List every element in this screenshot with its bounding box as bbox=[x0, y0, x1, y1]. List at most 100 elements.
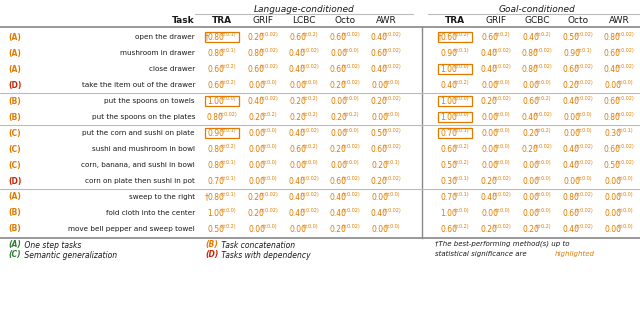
Text: (±0.02): (±0.02) bbox=[383, 208, 401, 213]
Text: 0.20: 0.20 bbox=[372, 160, 388, 169]
Text: 0.60: 0.60 bbox=[207, 80, 225, 90]
Text: (±0.2): (±0.2) bbox=[343, 112, 359, 117]
Text: 0.00: 0.00 bbox=[563, 128, 580, 137]
Text: 0.60: 0.60 bbox=[330, 176, 346, 185]
Text: LCBC: LCBC bbox=[292, 15, 316, 24]
Text: (±0.2): (±0.2) bbox=[302, 96, 318, 101]
Text: Language-conditioned: Language-conditioned bbox=[253, 5, 355, 14]
Text: (±0.02): (±0.02) bbox=[260, 208, 278, 213]
Text: take the item out of the drawer: take the item out of the drawer bbox=[81, 82, 195, 88]
Text: GRIF: GRIF bbox=[486, 15, 506, 24]
Text: 0.60: 0.60 bbox=[563, 64, 579, 73]
Text: 0.80: 0.80 bbox=[604, 112, 620, 121]
Text: 0.60: 0.60 bbox=[289, 145, 307, 154]
Text: (±0.02): (±0.02) bbox=[575, 160, 593, 165]
Text: 0.60: 0.60 bbox=[289, 33, 307, 42]
Text: (±0.1): (±0.1) bbox=[453, 48, 469, 53]
Text: (±0.02): (±0.02) bbox=[383, 96, 401, 101]
Text: 0.20: 0.20 bbox=[330, 80, 346, 90]
Text: 0.00: 0.00 bbox=[522, 80, 540, 90]
Text: 0.60: 0.60 bbox=[604, 97, 621, 106]
Text: (±0.02): (±0.02) bbox=[575, 96, 593, 101]
Text: 0.00: 0.00 bbox=[563, 176, 580, 185]
Text: close drawer: close drawer bbox=[148, 66, 195, 72]
Text: (±0.0): (±0.0) bbox=[535, 192, 551, 197]
Text: 0.00: 0.00 bbox=[330, 49, 348, 58]
Text: 0.50: 0.50 bbox=[371, 128, 387, 137]
Text: (±0.2): (±0.2) bbox=[535, 224, 551, 229]
Text: 0.60: 0.60 bbox=[604, 49, 621, 58]
Text: (±0.0): (±0.0) bbox=[618, 80, 633, 85]
Text: 0.60: 0.60 bbox=[330, 33, 346, 42]
Text: (±0.02): (±0.02) bbox=[493, 224, 511, 229]
Text: (±0.2): (±0.2) bbox=[220, 144, 236, 149]
Text: 0.40: 0.40 bbox=[248, 97, 264, 106]
Text: 0.00: 0.00 bbox=[248, 80, 266, 90]
Text: (±0.1): (±0.1) bbox=[453, 192, 469, 197]
Text: (±0.2): (±0.2) bbox=[494, 32, 510, 37]
Text: 0.00: 0.00 bbox=[522, 193, 540, 202]
Text: (±0.2): (±0.2) bbox=[302, 112, 318, 117]
Text: (±0.02): (±0.02) bbox=[260, 32, 278, 37]
Text: (±0.02): (±0.02) bbox=[342, 64, 360, 69]
Text: 0.60: 0.60 bbox=[563, 209, 579, 217]
Text: 0.40: 0.40 bbox=[481, 193, 497, 202]
Text: (±0.2): (±0.2) bbox=[453, 144, 469, 149]
Text: 0.80: 0.80 bbox=[207, 160, 225, 169]
Text: (±0.0): (±0.0) bbox=[261, 176, 277, 181]
Text: (±0.0): (±0.0) bbox=[494, 144, 510, 149]
Text: TRA: TRA bbox=[212, 15, 232, 24]
Text: (B): (B) bbox=[8, 112, 20, 121]
Text: 0.60: 0.60 bbox=[440, 145, 458, 154]
Text: (±0.02): (±0.02) bbox=[301, 64, 319, 69]
Text: (±0.2): (±0.2) bbox=[535, 128, 551, 133]
Text: (±0.02): (±0.02) bbox=[534, 144, 552, 149]
Text: Octo: Octo bbox=[568, 15, 589, 24]
Text: (±0.0): (±0.0) bbox=[535, 160, 551, 165]
Text: (±0.02): (±0.02) bbox=[616, 32, 634, 37]
Text: 0.00: 0.00 bbox=[330, 128, 348, 137]
Text: (±0.2): (±0.2) bbox=[535, 96, 551, 101]
Text: (±0.02): (±0.02) bbox=[493, 64, 511, 69]
Text: Semantic generalization: Semantic generalization bbox=[22, 251, 117, 260]
Text: 0.80: 0.80 bbox=[604, 33, 620, 42]
Text: 0.40: 0.40 bbox=[563, 97, 579, 106]
Text: (±0.2): (±0.2) bbox=[535, 32, 551, 37]
Text: 0.00: 0.00 bbox=[481, 160, 499, 169]
Text: 0.60: 0.60 bbox=[371, 49, 387, 58]
Text: (±0.0): (±0.0) bbox=[494, 128, 510, 133]
Text: (C): (C) bbox=[8, 160, 20, 169]
Text: (±0.0): (±0.0) bbox=[384, 80, 400, 85]
Text: 0.00: 0.00 bbox=[563, 112, 580, 121]
Text: 0.00: 0.00 bbox=[605, 193, 621, 202]
Text: 0.40: 0.40 bbox=[371, 33, 387, 42]
Text: (±0.1): (±0.1) bbox=[453, 176, 469, 181]
Text: 0.30: 0.30 bbox=[605, 128, 621, 137]
Text: (±0.0): (±0.0) bbox=[302, 160, 318, 165]
Text: (A): (A) bbox=[8, 33, 21, 42]
Text: (±0.0): (±0.0) bbox=[302, 224, 318, 229]
Text: 0.80: 0.80 bbox=[522, 49, 538, 58]
Text: 0.00: 0.00 bbox=[522, 209, 540, 217]
Text: (±0.0): (±0.0) bbox=[494, 160, 510, 165]
Text: (±0.02): (±0.02) bbox=[575, 208, 593, 213]
Text: (±0.02): (±0.02) bbox=[342, 208, 360, 213]
Text: 0.00: 0.00 bbox=[371, 224, 388, 233]
Text: 0.20: 0.20 bbox=[563, 80, 579, 90]
Text: (±0.0): (±0.0) bbox=[453, 64, 469, 69]
Text: 0.80: 0.80 bbox=[207, 193, 225, 202]
Text: 0.20: 0.20 bbox=[289, 112, 307, 121]
Text: 0.80: 0.80 bbox=[207, 145, 225, 154]
Text: 0.80: 0.80 bbox=[522, 64, 538, 73]
Text: (±0.1): (±0.1) bbox=[220, 192, 236, 197]
Text: 0.40: 0.40 bbox=[522, 33, 540, 42]
Text: (±0.02): (±0.02) bbox=[616, 160, 634, 165]
Text: 0.40: 0.40 bbox=[289, 193, 305, 202]
Text: 0.40: 0.40 bbox=[289, 64, 305, 73]
Text: †: † bbox=[438, 33, 442, 42]
Text: (±0.0): (±0.0) bbox=[576, 176, 592, 181]
Text: 1.00: 1.00 bbox=[440, 209, 458, 217]
Text: (±0.0): (±0.0) bbox=[535, 208, 551, 213]
Text: 0.40: 0.40 bbox=[563, 160, 579, 169]
Text: (±0.02): (±0.02) bbox=[383, 128, 401, 133]
